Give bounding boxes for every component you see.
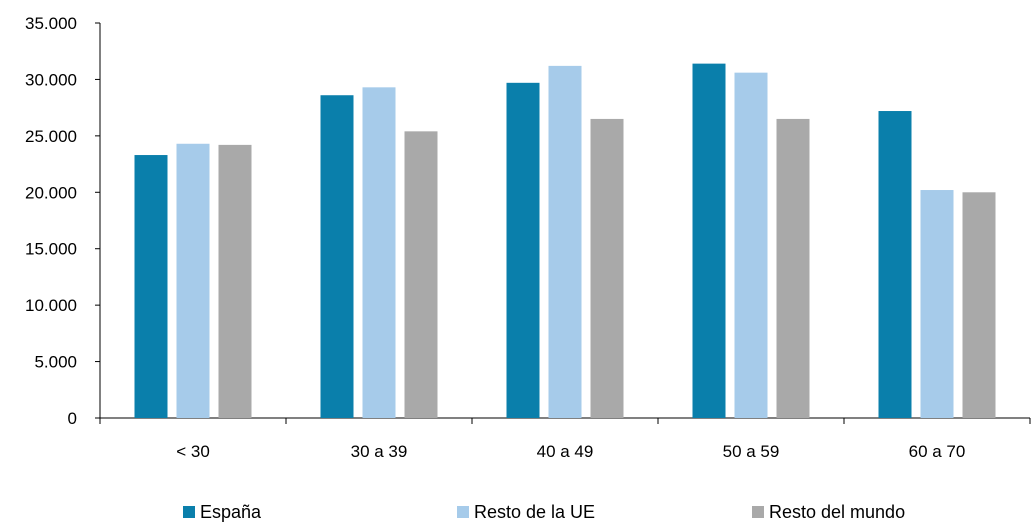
y-tick-label: 25.000 <box>25 127 77 146</box>
bar <box>692 63 726 418</box>
bar <box>590 118 624 418</box>
legend-item-espana: España <box>183 502 261 522</box>
bar <box>176 143 210 418</box>
bar <box>548 65 582 418</box>
y-tick-label: 0 <box>68 409 77 428</box>
bar <box>506 82 540 419</box>
x-tick-label: 60 a 70 <box>909 442 966 461</box>
legend-item-resto-mundo: Resto del mundo <box>752 502 905 522</box>
x-tick-label: 30 a 39 <box>351 442 408 461</box>
bar <box>362 87 396 418</box>
y-tick-label: 15.000 <box>25 240 77 259</box>
legend-swatch-espana <box>183 506 195 518</box>
x-tick-label: 40 a 49 <box>537 442 594 461</box>
y-tick-label: 20.000 <box>25 183 77 202</box>
x-tick-label: 50 a 59 <box>723 442 780 461</box>
bar-chart: 0 5.000 10.000 15.000 20.000 25.000 30.000 35.0… <box>25 14 1031 461</box>
bar <box>962 192 996 418</box>
legend-swatch-resto-mundo <box>752 506 764 518</box>
y-tick-label: 30.000 <box>25 70 77 89</box>
y-tick-label: 10.000 <box>25 296 77 315</box>
bar <box>320 95 354 418</box>
y-tick-label: 5.000 <box>34 353 77 372</box>
legend-item-resto-ue: Resto de la UE <box>457 502 595 522</box>
legend-label-espana: España <box>200 502 262 522</box>
legend-label-resto-ue: Resto de la UE <box>474 502 596 522</box>
legend-swatch-resto-ue <box>457 506 469 518</box>
bar <box>878 111 912 419</box>
bar <box>218 144 252 418</box>
legend-label-resto-mundo: Resto del mundo <box>769 502 906 522</box>
bar <box>920 190 954 418</box>
bar <box>134 155 168 419</box>
bar <box>776 118 810 418</box>
x-tick-label: < 30 <box>176 442 210 461</box>
bars-group <box>134 63 996 419</box>
legend: España Resto de la UE Resto del mundo <box>0 500 1035 523</box>
bar <box>404 131 438 419</box>
y-axis: 0 5.000 10.000 15.000 20.000 25.000 30.000 35.0… <box>25 14 101 428</box>
y-tick-label: 35.000 <box>25 14 77 33</box>
bar <box>734 72 768 419</box>
x-axis: < 30 30 a 39 40 a 49 50 a 59 60 a 70 <box>99 417 1031 461</box>
